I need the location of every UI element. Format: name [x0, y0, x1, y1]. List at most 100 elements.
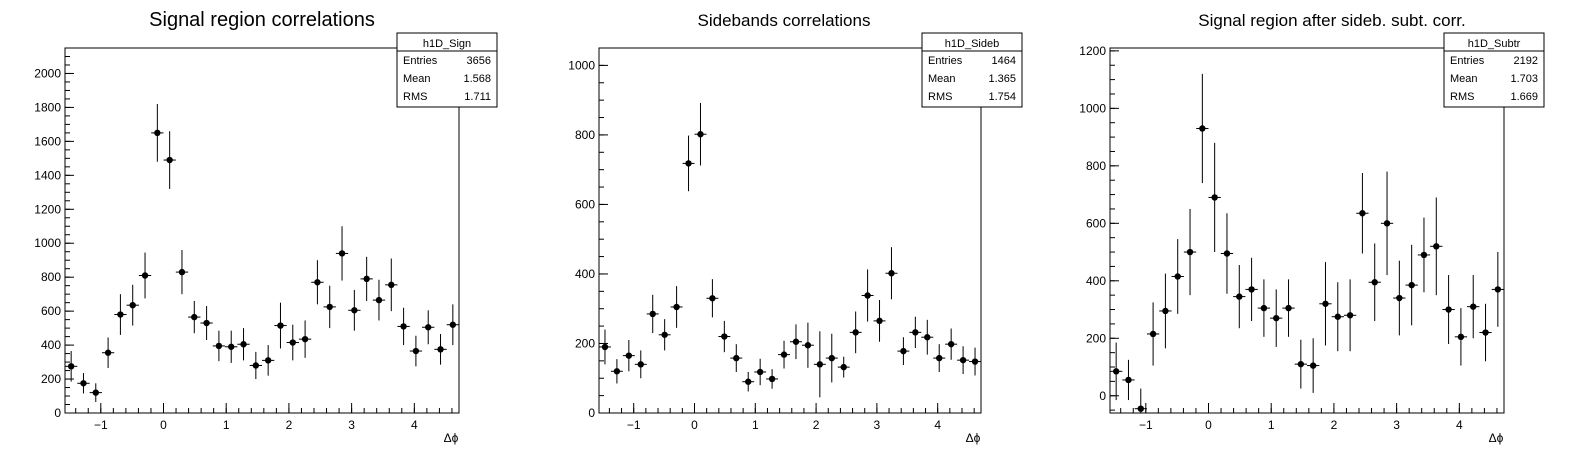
data-point [912, 329, 919, 336]
y-tick-label: 2000 [34, 66, 61, 80]
stats-box [1443, 32, 1545, 108]
stats-label: RMS [403, 91, 427, 103]
data-point [959, 356, 967, 364]
x-tick-label: 1 [1268, 418, 1275, 432]
data-point [1494, 286, 1502, 293]
data-point [1199, 125, 1206, 132]
stats-value: 2192 [1514, 55, 1538, 67]
x-tick-label: 0 [160, 418, 167, 432]
data-point [1137, 405, 1144, 412]
stats-label: RMS [1450, 91, 1474, 103]
x-axis-label: Δϕ [966, 431, 981, 445]
stats-value: 1.365 [988, 73, 1016, 85]
y-tick-label: 200 [575, 336, 595, 350]
y-tick-label: 1200 [34, 202, 61, 216]
y-tick-label: 200 [41, 372, 61, 386]
data-point [1309, 362, 1317, 369]
data-point [876, 317, 883, 325]
stats-value: 1.568 [463, 73, 491, 85]
chart-subtracted: Signal region after sideb. subt. corr. 0 2… [1079, 11, 1545, 445]
x-tick-label: 4 [411, 418, 418, 432]
x-tick-label: 3 [874, 418, 881, 432]
panel-subtracted: Signal region after sideb. subt. corr. 0 2… [1064, 0, 1596, 472]
stats-label: Mean [1450, 73, 1478, 85]
chart-title: Signal region after sideb. subt. corr. [1198, 11, 1465, 30]
data-point [709, 295, 716, 302]
data-point [264, 357, 272, 364]
data-point [900, 347, 907, 355]
data-point [697, 131, 704, 138]
y-tick-label: 800 [1086, 159, 1106, 173]
data-point [215, 342, 223, 350]
data-point [721, 333, 728, 340]
data-point [1482, 329, 1489, 336]
stats-value: 1.703 [1510, 73, 1538, 85]
data-point [888, 270, 895, 277]
data-point [203, 319, 210, 327]
data-point [852, 329, 859, 336]
plot-frame [598, 47, 982, 414]
data-point [1285, 304, 1292, 312]
data-point [104, 349, 112, 356]
data-point [425, 324, 432, 331]
data-point [1334, 313, 1341, 320]
y-tick-label: 600 [575, 197, 595, 211]
data-point [1346, 312, 1354, 319]
data-point [733, 354, 740, 362]
data-point [649, 310, 656, 318]
data-point [1396, 294, 1403, 302]
data-point [117, 311, 124, 318]
panel-signal-region: Signal region correlations 0 200 400 600 800 1… [0, 0, 532, 472]
chart-signal-region: Signal region correlations 0 200 400 600 800 1… [34, 9, 498, 445]
chart-title: Sidebands correlations [698, 11, 871, 30]
data-point [768, 375, 776, 383]
stats-label: Mean [403, 73, 431, 85]
data-point [864, 292, 871, 299]
data-point [400, 323, 407, 330]
y-tick-label: 1400 [34, 168, 61, 182]
stats-name: h1D_Subtr [1468, 38, 1521, 50]
data-point [1408, 281, 1415, 289]
data-point [1445, 306, 1452, 313]
stats-box [921, 32, 1023, 108]
y-tick-label: 1000 [568, 58, 595, 72]
data-point [92, 389, 99, 396]
data-point [637, 361, 644, 368]
stats-name: h1D_Sideb [945, 38, 999, 50]
chart-title: Signal region correlations [149, 9, 375, 31]
stats-value: 1.669 [1510, 91, 1538, 103]
y-tick-label: 1000 [34, 236, 61, 250]
data-point [673, 303, 680, 311]
stats-value: 3656 [467, 55, 491, 67]
data-point [1433, 243, 1440, 250]
stats-label: Entries [928, 55, 963, 67]
x-tick-label: 4 [1456, 418, 1463, 432]
y-tick-label: 1600 [34, 134, 61, 148]
data-point [437, 346, 444, 353]
data-point [1112, 368, 1120, 375]
data-point [1162, 307, 1169, 315]
data-point [289, 339, 296, 346]
data-point [840, 363, 847, 371]
data-point [936, 354, 943, 362]
data-point [1186, 248, 1194, 256]
data-point [1125, 376, 1132, 384]
data-point [745, 378, 752, 385]
y-tick-label: 400 [1086, 274, 1106, 288]
data-point [1211, 194, 1218, 201]
y-tick-label: 400 [575, 267, 595, 281]
y-tick-label: 200 [1086, 331, 1106, 345]
data-point [301, 335, 309, 343]
data-point [178, 268, 186, 276]
data-point [1322, 300, 1329, 307]
x-tick-label: 3 [348, 418, 355, 432]
data-point [277, 322, 284, 329]
x-tick-label: 2 [813, 418, 820, 432]
data-point [351, 307, 358, 314]
stats-name: h1D_Sign [423, 38, 471, 50]
data-point [971, 358, 979, 365]
data-point [326, 303, 333, 311]
data-point [1223, 250, 1231, 257]
data-point [756, 368, 764, 376]
stats-label: Entries [1450, 55, 1485, 67]
